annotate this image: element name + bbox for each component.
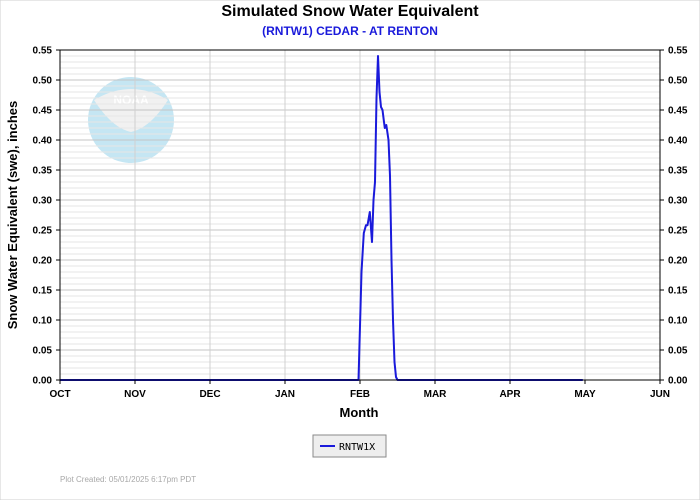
y-tick-label-right: 0.05 — [668, 346, 688, 357]
y-tick-label-right: 0.20 — [668, 256, 688, 267]
y-tick-label-left: 0.15 — [33, 286, 53, 297]
y-tick-label-right: 0.55 — [668, 46, 688, 57]
y-tick-label-right: 0.50 — [668, 76, 688, 87]
y-tick-label-left: 0.20 — [33, 256, 53, 267]
x-axis-label: Month — [340, 405, 379, 420]
x-tick-label: APR — [499, 389, 521, 400]
legend: RNTW1X — [312, 434, 387, 458]
y-tick-label-right: 0.45 — [668, 106, 688, 117]
y-tick-label-left: 0.40 — [33, 136, 53, 147]
x-tick-label: JAN — [275, 389, 295, 400]
x-axis: OCT NOV DEC JAN FEB MAR APR MAY JUN — [49, 380, 670, 400]
noaa-logo: NOAA — [88, 77, 174, 163]
y-tick-label-left: 0.00 — [33, 376, 53, 387]
x-tick-label: NOV — [124, 389, 146, 400]
y-tick-label-left: 0.35 — [33, 166, 53, 177]
noaa-logo-text: NOAA — [113, 93, 149, 107]
y-tick-label-right: 0.25 — [668, 226, 688, 237]
x-tick-label: JUN — [650, 389, 670, 400]
y-tick-label-left: 0.30 — [33, 196, 53, 207]
y-tick-label-right: 0.10 — [668, 316, 688, 327]
y-tick-label-left: 0.10 — [33, 316, 53, 327]
y-tick-label-left: 0.50 — [33, 76, 53, 87]
x-tick-label: MAR — [424, 389, 448, 400]
plot-created-footer: Plot Created: 05/01/2025 6:17pm PDT — [60, 475, 196, 484]
x-tick-label: OCT — [49, 389, 70, 400]
legend-box — [312, 434, 387, 458]
y-axis-label: Snow Water Equivalent (swe), inches — [5, 101, 20, 330]
y-tick-label-left: 0.05 — [33, 346, 53, 357]
chart-subtitle: (RNTW1) CEDAR - AT RENTON — [262, 24, 438, 38]
x-tick-label: FEB — [350, 389, 370, 400]
legend-label: RNTW1X — [339, 442, 375, 453]
y-tick-label-right: 0.00 — [668, 376, 688, 387]
y-tick-label-left: 0.25 — [33, 226, 53, 237]
x-tick-label: DEC — [199, 389, 220, 400]
y-tick-label-right: 0.30 — [668, 196, 688, 207]
y-tick-label-left: 0.45 — [33, 106, 53, 117]
y-axis-right: 0.00 0.05 0.10 0.15 0.20 0.25 0.30 0.35 0.40 0.45… — [660, 46, 688, 387]
chart-title: Simulated Snow Water Equivalent — [221, 3, 479, 20]
y-axis-left: 0.00 0.05 0.10 0.15 0.20 0.25 0.30 0.35 0.40 0.45… — [33, 46, 60, 387]
y-tick-label-left: 0.55 — [33, 46, 53, 57]
y-tick-label-right: 0.40 — [668, 136, 688, 147]
y-tick-label-right: 0.15 — [668, 286, 688, 297]
x-tick-label: MAY — [574, 389, 596, 400]
y-tick-label-right: 0.35 — [668, 166, 688, 177]
